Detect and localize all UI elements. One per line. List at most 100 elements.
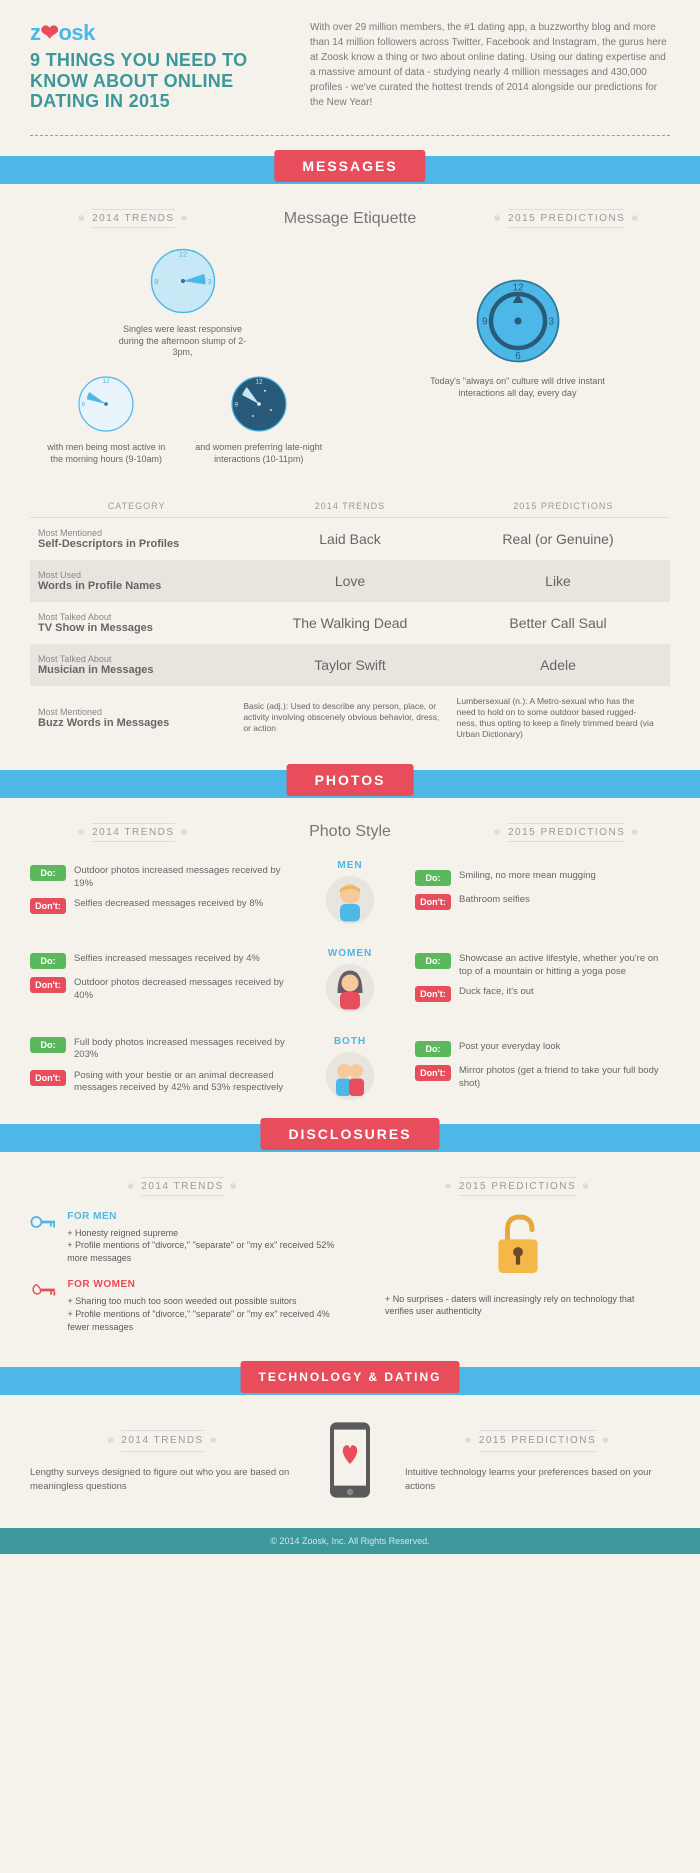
col-header-predictions: 2015 PREDICTIONS [405, 1430, 670, 1452]
table-row: Most UsedWords in Profile Names Love Lik… [30, 560, 670, 602]
clock-item: 12 9 and women preferring late-night int… [194, 374, 324, 465]
section-label: PHOTOS [287, 764, 414, 796]
messages-content: 2014 TRENDS Message Etiquette 2015 PREDI… [0, 209, 700, 750]
pred-cell: Adele [454, 657, 662, 673]
trends-col: Do: Selfies increased messages received b… [30, 953, 285, 1010]
dont-badge: Don't: [415, 986, 451, 1002]
do-badge: Do: [415, 953, 451, 969]
photo-group-men: Do:Outdoor photos increased messages rec… [30, 860, 670, 928]
tech-trends: 2014 TRENDS Lengthy surveys designed to … [30, 1430, 295, 1493]
clock-item: 12 3 9 Singles were least responsive dur… [118, 246, 248, 359]
disc-line: + Profile mentions of "divorce," "separa… [67, 1239, 335, 1264]
column-headers: 2014 TRENDS Photo Style 2015 PREDICTIONS [30, 823, 670, 842]
dont-text: Duck face, it's out [459, 986, 670, 998]
tech-content: 2014 TRENDS Lengthy surveys designed to … [0, 1420, 700, 1503]
col-header-predictions: 2015 PREDICTIONS [365, 1177, 670, 1196]
header-divider [30, 135, 670, 136]
col-header-trends: 2014 TRENDS [30, 1177, 335, 1196]
disc-pred-text: + No surprises - daters will increasingl… [365, 1293, 670, 1318]
trend-cell: The Walking Dead [246, 615, 454, 631]
cat-label: Most Mentioned [38, 707, 235, 717]
dont-text: Mirror photos (get a friend to take your… [459, 1065, 670, 1090]
clocks-predictions: 12 3 6 9 Today's "always on" culture wil… [365, 246, 670, 480]
trends-col: Do:Outdoor photos increased messages rec… [30, 865, 285, 922]
subsection-title: Photo Style [247, 823, 454, 841]
do-text: Selfies increased messages received by 4… [74, 953, 285, 965]
svg-text:12: 12 [103, 378, 111, 385]
logo-text: z [30, 20, 41, 45]
messages-table: CATEGORY 2014 TRENDS 2015 PREDICTIONS Mo… [30, 501, 670, 750]
tech-preds: 2015 PREDICTIONS Intuitive technology le… [405, 1430, 670, 1493]
section-label: MESSAGES [274, 150, 425, 182]
tech-trend-text: Lengthy surveys designed to figure out w… [30, 1466, 295, 1493]
pred-cell: Lumbersexual (n.): A Metro-sexual who ha… [449, 696, 662, 740]
th-category: CATEGORY [30, 501, 243, 511]
section-label: DISCLOSURES [260, 1118, 439, 1150]
col-header-predictions: 2015 PREDICTIONS [463, 823, 670, 842]
clock-always-on-icon: 12 3 6 9 [473, 276, 563, 366]
phone-icon-col [315, 1420, 385, 1503]
section-banner-tech: TECHNOLOGY & DATING [0, 1367, 700, 1395]
th-predictions: 2015 PREDICTIONS [457, 501, 670, 511]
pred-cell: Real (or Genuine) [454, 531, 662, 547]
cat-value: Buzz Words in Messages [38, 717, 235, 729]
avatar-label: WOMEN [300, 948, 400, 959]
disclosures-content: 2014 TRENDS FOR MEN + Honesty reigned su… [0, 1177, 700, 1348]
disc-line: + Honesty reigned supreme [67, 1227, 335, 1240]
section-label: TECHNOLOGY & DATING [241, 1361, 460, 1393]
avatar-col: BOTH [300, 1036, 400, 1104]
section-banner-messages: MESSAGES [0, 156, 700, 184]
logo-text: osk [58, 20, 94, 45]
trends-col: Do:Full body photos increased messages r… [30, 1037, 285, 1102]
table-row: Most Talked AboutMusician in Messages Ta… [30, 644, 670, 686]
phone-heart-icon [325, 1420, 375, 1500]
trend-cell: Laid Back [246, 531, 454, 547]
dont-text: Selfies decreased messages received by 8… [74, 898, 285, 910]
col-header-trends: 2014 TRENDS [30, 209, 237, 228]
table-row: Most Talked AboutTV Show in Messages The… [30, 602, 670, 644]
svg-text:3: 3 [207, 277, 211, 286]
svg-text:12: 12 [255, 379, 263, 386]
svg-text:9: 9 [234, 402, 238, 409]
section-banner-photos: PHOTOS [0, 770, 700, 798]
dont-text: Posing with your bestie or an animal dec… [74, 1070, 285, 1095]
avatar-man-icon [325, 875, 375, 925]
clock-icon: 12 3 9 [148, 246, 218, 316]
disc-heading: FOR WOMEN [68, 1278, 335, 1292]
clock-caption: with men being most active in the mornin… [41, 442, 171, 465]
clock-icon: 12 9 [229, 374, 289, 434]
logo-heart-icon: ❤ [41, 20, 59, 45]
cat-value: Words in Profile Names [38, 580, 246, 592]
svg-text:6: 6 [515, 351, 521, 362]
trend-cell: Basic (adj.): Used to describe any perso… [235, 701, 448, 734]
tech-pred-text: Intuitive technology learns your prefere… [405, 1466, 670, 1493]
clock-caption: Today's "always on" culture will drive i… [428, 376, 608, 399]
cat-value: TV Show in Messages [38, 622, 246, 634]
do-badge: Do: [30, 953, 66, 969]
do-badge: Do: [415, 870, 451, 886]
header-left: z❤osk 9 THINGS YOU NEED TO KNOW ABOUT ON… [30, 20, 290, 112]
avatar-col: WOMEN [300, 948, 400, 1016]
col-header-trends: 2014 TRENDS [30, 1430, 295, 1452]
table-header-row: CATEGORY 2014 TRENDS 2015 PREDICTIONS [30, 501, 670, 518]
cat-value: Self-Descriptors in Profiles [38, 538, 246, 550]
clocks-trends: 12 3 9 Singles were least responsive dur… [30, 246, 335, 480]
cat-label: Most Mentioned [38, 528, 246, 538]
dont-text: Bathroom selfies [459, 894, 670, 906]
disc-line: + Profile mentions of "divorce," "separa… [68, 1308, 335, 1333]
disc-heading: FOR MEN [67, 1210, 335, 1224]
do-text: Showcase an active lifestyle, whether yo… [459, 953, 670, 978]
disclosure-women: FOR WOMEN + Sharing too much too soon we… [30, 1278, 335, 1333]
logo: z❤osk [30, 20, 290, 46]
cat-label: Most Talked About [38, 612, 246, 622]
pred-cell: Better Call Saul [454, 615, 662, 631]
intro-text: With over 29 million members, the #1 dat… [310, 20, 670, 112]
th-trends: 2014 TRENDS [243, 501, 456, 511]
clock-caption: Singles were least responsive during the… [118, 324, 248, 359]
do-text: Full body photos increased messages rece… [74, 1037, 285, 1062]
svg-text:3: 3 [548, 317, 554, 328]
cat-label: Most Used [38, 570, 246, 580]
dont-text: Outdoor photos decreased messages receiv… [74, 977, 285, 1002]
svg-text:12: 12 [178, 250, 187, 259]
do-badge: Do: [415, 1041, 451, 1057]
